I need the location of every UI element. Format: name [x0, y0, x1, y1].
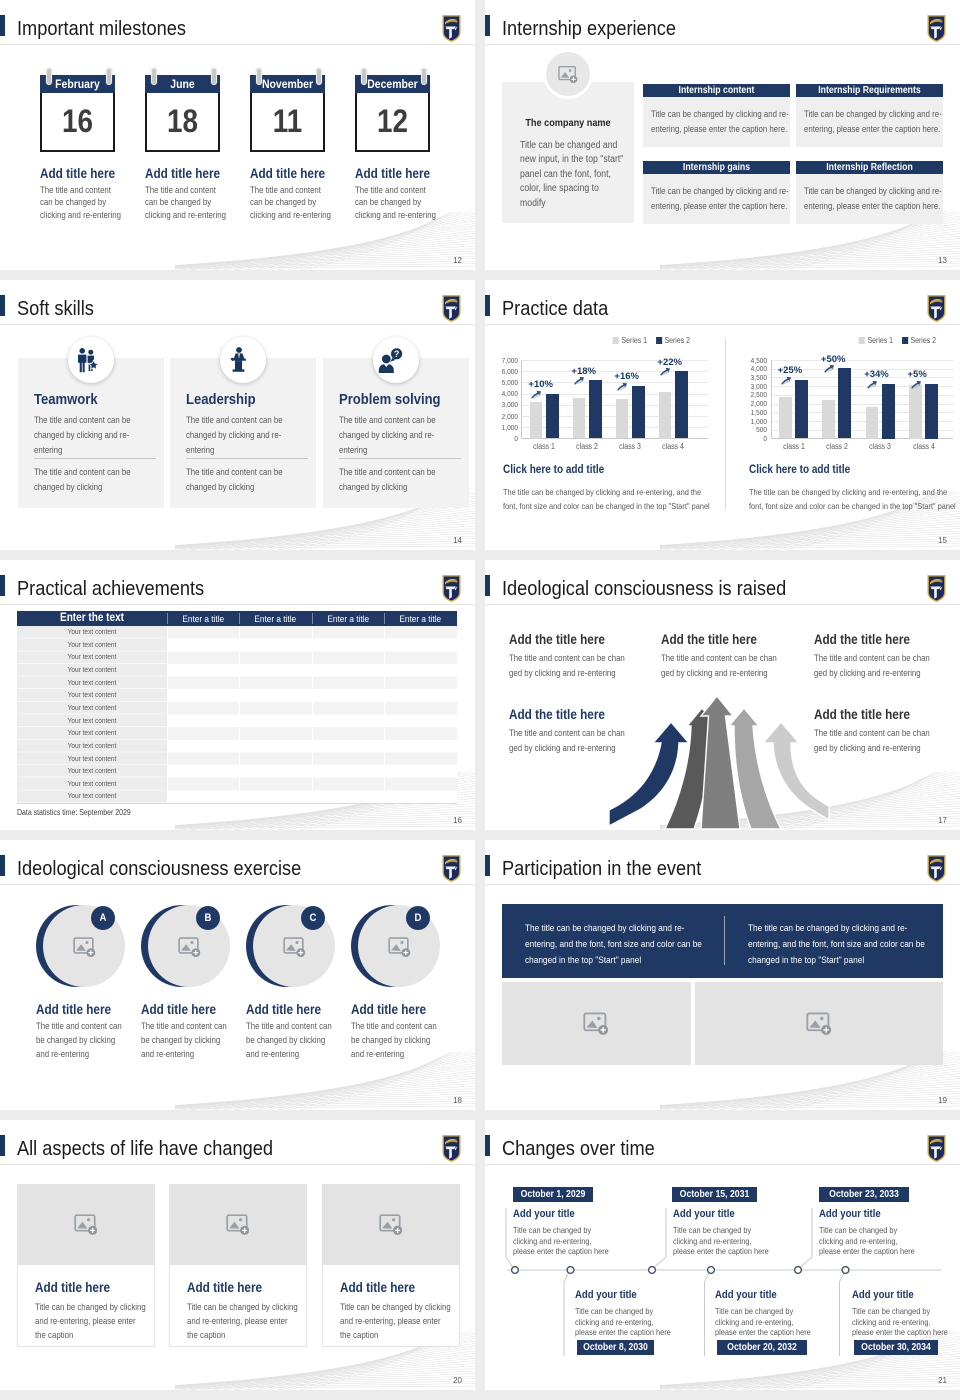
svg-text:?: ? — [394, 349, 400, 359]
